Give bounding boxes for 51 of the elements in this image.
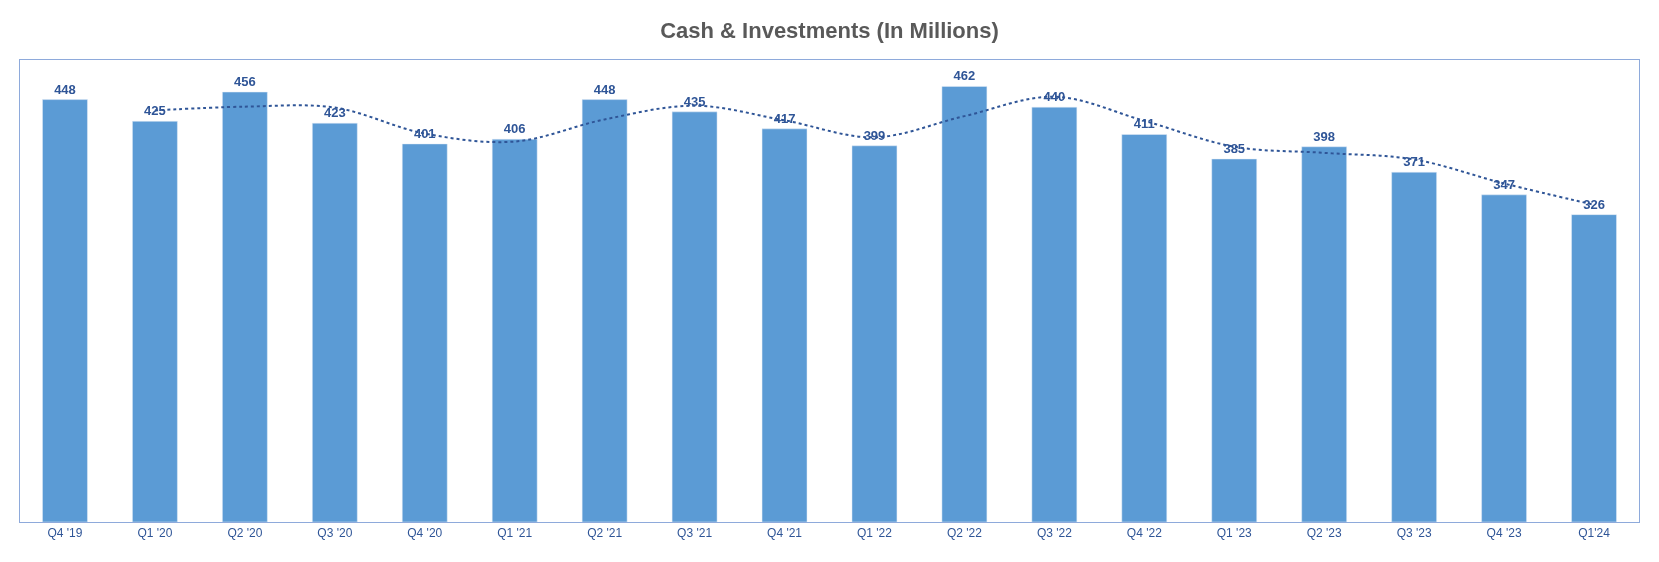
data-label: 406	[503, 121, 526, 137]
data-label: 423	[323, 105, 346, 121]
x-tick-label: Q2 '20	[227, 526, 263, 541]
bar	[1301, 146, 1347, 522]
data-label: 462	[953, 68, 976, 84]
bar	[761, 128, 808, 522]
x-tick-label: Q4 '22	[1126, 526, 1163, 541]
data-label: 456	[234, 74, 256, 90]
bar	[1121, 134, 1168, 522]
bar	[42, 99, 88, 522]
bar	[1481, 194, 1527, 522]
data-label: 398	[1313, 128, 1336, 144]
data-label: 417	[773, 110, 796, 126]
bar	[941, 86, 988, 522]
bar	[1391, 171, 1437, 522]
chart-title: Cash & Investments (In Millions)	[660, 17, 999, 43]
bar	[312, 122, 358, 522]
data-label: 401	[413, 125, 436, 141]
x-tick-label: Q1 '23	[1216, 526, 1253, 541]
x-tick-label: Q4 '21	[767, 526, 803, 541]
data-label: 440	[1043, 89, 1066, 105]
x-tick-label: Q4 '23	[1486, 526, 1522, 541]
bar	[491, 138, 538, 522]
x-tick-label: Q4 '19	[47, 526, 83, 541]
x-tick-label: Q1'24	[1578, 526, 1611, 541]
bar	[1571, 214, 1617, 522]
bar	[671, 111, 718, 522]
x-tick-label: Q3 '20	[317, 526, 353, 541]
bar	[402, 143, 448, 522]
bar	[581, 99, 628, 522]
x-tick-label: Q1 '22	[856, 526, 893, 541]
x-tick-label: Q3 '22	[1036, 526, 1073, 541]
bar	[222, 91, 268, 522]
data-label: 435	[683, 93, 706, 109]
bar	[851, 145, 898, 522]
data-label: 399	[863, 127, 886, 143]
x-tick-label: Q4 '20	[407, 526, 443, 541]
x-tick-label: Q2 '23	[1306, 526, 1342, 541]
bar	[132, 121, 178, 522]
bar	[1211, 158, 1257, 522]
bar	[1031, 106, 1078, 522]
x-tick-label: Q2 '21	[587, 526, 623, 541]
data-label: 326	[1583, 196, 1605, 212]
x-tick-label: Q1 '21	[497, 526, 533, 541]
x-tick-label: Q2 '22	[946, 526, 983, 541]
data-label: 448	[593, 81, 616, 97]
data-label: 448	[54, 81, 76, 97]
x-tick-label: Q3 '23	[1396, 526, 1432, 541]
x-tick-label: Q1 '20	[137, 526, 173, 541]
x-tick-label: Q3 '21	[677, 526, 713, 541]
data-label: 411	[1133, 116, 1155, 132]
